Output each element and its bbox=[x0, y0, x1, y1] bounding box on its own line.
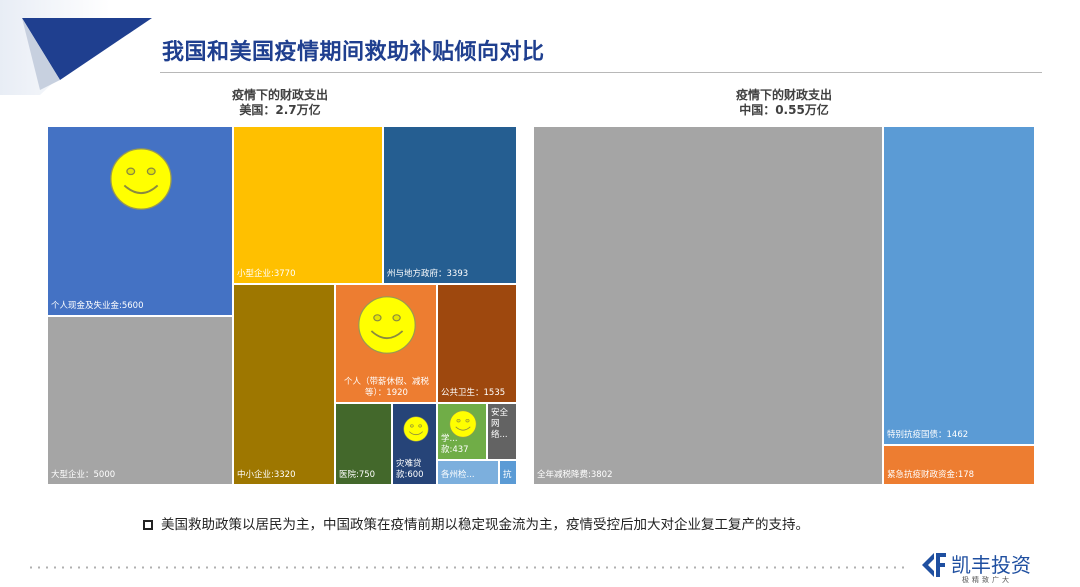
tile-label: 灾难贷款:600 bbox=[396, 459, 424, 480]
cn-chart-title-line1: 疫情下的财政支出 bbox=[735, 88, 832, 102]
treemap-tile: 大型企业：5000 bbox=[47, 316, 233, 485]
treemap-tile: 特别抗疫国债：1462 bbox=[883, 126, 1035, 445]
us-chart-title: 疫情下的财政支出 美国：2.7万亿 bbox=[190, 88, 370, 118]
page-title: 我国和美国疫情期间救助补贴倾向对比 bbox=[162, 40, 545, 65]
treemap-tile: 紧急抗疫财政资金:178 bbox=[883, 445, 1035, 485]
treemap-tile: 安全网络... bbox=[487, 403, 517, 460]
tile-label: 紧急抗疫财政资金:178 bbox=[887, 470, 975, 480]
tile-label: 安全网络... bbox=[491, 408, 509, 440]
treemap-tile: 个人现金及失业金:5600 bbox=[47, 126, 233, 316]
tile-label: 个人（带薪休假、减税等）：1920 bbox=[343, 377, 429, 398]
tile-label: 医院:750 bbox=[339, 470, 376, 480]
treemap-tile: 抗 bbox=[499, 460, 517, 485]
tile-label: 各州检... bbox=[441, 470, 475, 480]
treemap-tile: 学...款:437 bbox=[437, 403, 487, 460]
conclusion-text: 美国救助政策以居民为主，中国政策在疫情前期以稳定现金流为主，疫情受控后加大对企业… bbox=[161, 517, 809, 533]
cn-chart-title: 疫情下的财政支出 中国：0.55万亿 bbox=[694, 88, 874, 118]
treemap-tile: 公共卫生：1535 bbox=[437, 284, 517, 403]
title-divider bbox=[160, 72, 1042, 73]
tile-label: 公共卫生：1535 bbox=[441, 388, 506, 398]
square-bullet-icon bbox=[143, 520, 153, 530]
us-chart-title-line1: 疫情下的财政支出 bbox=[231, 88, 328, 102]
treemap-tile: 个人（带薪休假、减税等）：1920 bbox=[335, 284, 437, 403]
logo-name: 凯丰投资 bbox=[951, 553, 1031, 577]
china-treemap: 全年减税降费:3802 特别抗疫国债：1462 紧急抗疫财政资金:178 bbox=[533, 126, 1035, 485]
treemap-tile: 灾难贷款:600 bbox=[392, 403, 437, 485]
treemap-tile: 州与地方政府：3393 bbox=[383, 126, 517, 284]
tile-label: 全年减税降费:3802 bbox=[537, 470, 613, 480]
cn-chart-title-line2: 中国：0.55万亿 bbox=[739, 103, 829, 117]
us-chart-title-line2: 美国：2.7万亿 bbox=[239, 103, 321, 117]
tile-label: 中小企业:3320 bbox=[237, 470, 296, 480]
tile-label: 抗 bbox=[503, 470, 512, 480]
tile-label: 个人现金及失业金:5600 bbox=[51, 301, 144, 311]
us-treemap: 个人现金及失业金:5600 大型企业：5000 小型企业:3770 州与地方政府：33… bbox=[47, 126, 517, 485]
treemap-tile: 中小企业:3320 bbox=[233, 284, 335, 485]
treemap-tile: 医院:750 bbox=[335, 403, 392, 485]
conclusion-note: 美国救助政策以居民为主，中国政策在疫情前期以稳定现金流为主，疫情受控后加大对企业… bbox=[143, 513, 809, 533]
tile-label: 特别抗疫国债：1462 bbox=[887, 430, 969, 440]
treemap-tile: 全年减税降费:3802 bbox=[533, 126, 883, 485]
company-logo: 凯丰投资 极精致广大 bbox=[920, 549, 1050, 587]
smiley-face-icon bbox=[449, 410, 477, 438]
smiley-face-icon bbox=[358, 296, 416, 354]
treemap-tile: 小型企业:3770 bbox=[233, 126, 383, 284]
smiley-face-icon bbox=[110, 148, 172, 210]
tile-label: 小型企业:3770 bbox=[237, 269, 296, 279]
tile-label: 大型企业：5000 bbox=[51, 470, 116, 480]
tile-label: 学...款:437 bbox=[441, 434, 469, 455]
kaifeng-logo-icon bbox=[922, 553, 946, 577]
tile-label: 州与地方政府：3393 bbox=[387, 269, 469, 279]
dotted-divider bbox=[30, 566, 910, 569]
smiley-face-icon bbox=[403, 416, 428, 442]
logo-tagline: 极精致广大 bbox=[962, 576, 1012, 584]
treemap-tile: 各州检... bbox=[437, 460, 499, 485]
corner-decoration bbox=[0, 0, 152, 95]
